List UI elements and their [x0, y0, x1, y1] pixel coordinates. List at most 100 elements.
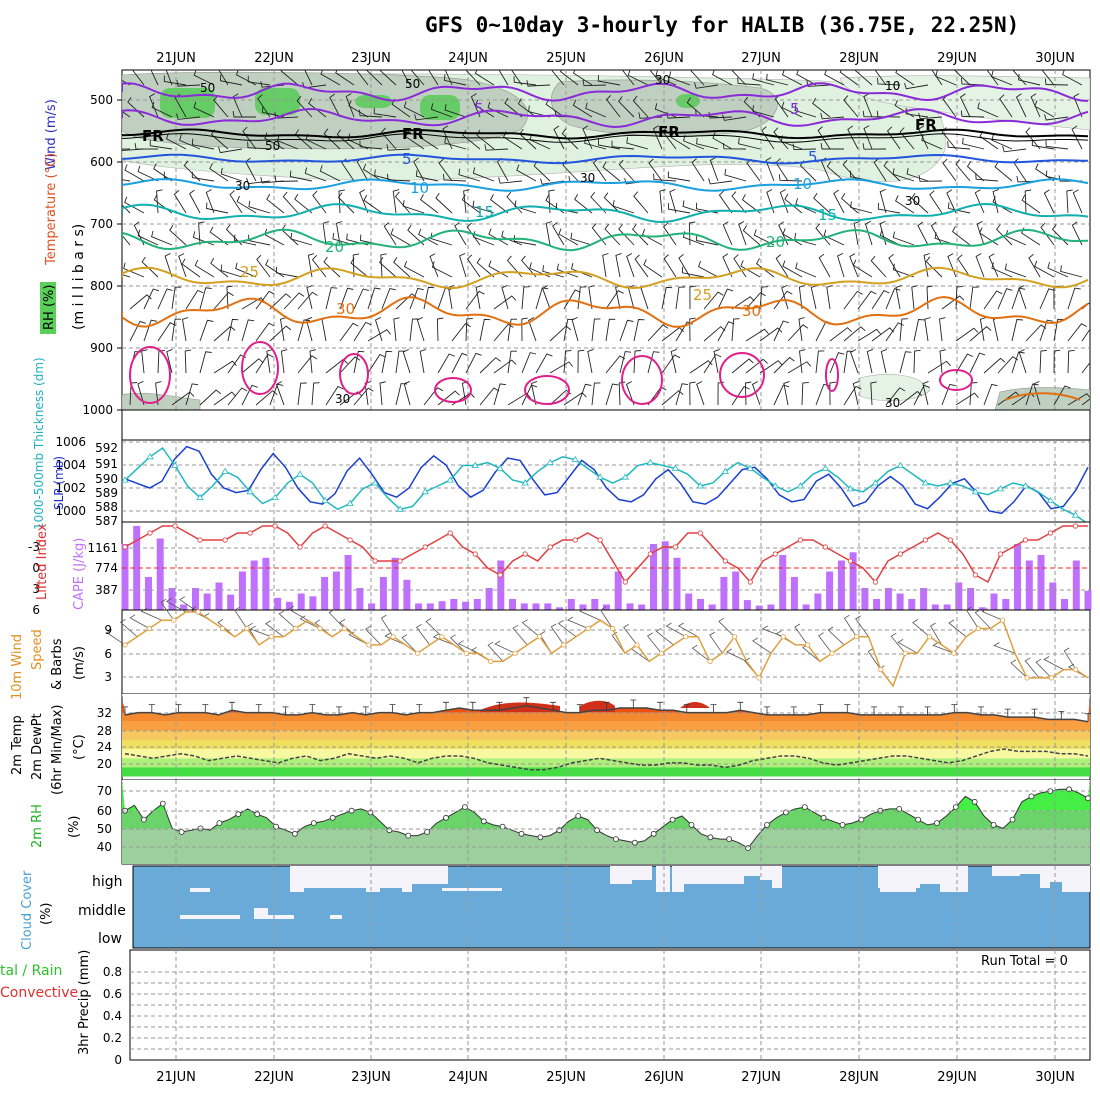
contour-label-8: 10: [410, 179, 429, 197]
slp-tick-1006: 1006: [55, 435, 86, 449]
cape-bar: [920, 588, 928, 610]
wind-barb: [149, 93, 159, 118]
wind-barb: [759, 286, 768, 310]
cape-bar: [743, 600, 751, 610]
wind-barb: [886, 126, 901, 150]
wind-barb: [895, 195, 915, 214]
wind-barb: [157, 322, 176, 342]
wind-barb: [773, 320, 790, 342]
pressure-tick-700: 700: [90, 217, 113, 231]
wind-barb: [731, 318, 740, 342]
temp-minmax-bar: [336, 706, 342, 715]
contour-30c-low: [1004, 392, 1081, 401]
temp-minmax-bar: [362, 706, 369, 715]
lifted-index-marker: [222, 537, 228, 543]
surface-wind-barb: [974, 609, 991, 629]
wind-barb: [587, 348, 594, 374]
contour-10c: [122, 178, 1089, 192]
wind-barb: [799, 349, 806, 374]
wind-barb: [1030, 93, 1041, 118]
wind-barb: [209, 226, 229, 246]
contour-label-5: FR: [915, 116, 937, 134]
wind-barb: [309, 349, 317, 374]
contour-15c: [122, 202, 1089, 224]
surface-wind-barb: [752, 637, 772, 654]
surface-wind-barb: [579, 607, 601, 621]
wind-barb: [181, 317, 189, 342]
surface-wind-barb: [623, 624, 638, 646]
cape-grid: [122, 522, 1090, 610]
wind-barb: [308, 97, 327, 118]
thickness-line-marker: [121, 476, 129, 483]
cape-bar: [1072, 560, 1080, 610]
rh-marker: [934, 820, 940, 826]
wind-barb: [983, 383, 998, 406]
wind-barb: [787, 361, 812, 374]
wind-barb: [470, 93, 481, 118]
cape-bar: [826, 571, 834, 610]
cape-bar: [356, 588, 364, 610]
wind-barb: [925, 256, 943, 278]
wind-barb: [773, 356, 795, 374]
wind-barb: [866, 348, 874, 374]
surface-wind-barb: [487, 641, 504, 662]
wind-barb: [549, 361, 574, 374]
wind-barb: [745, 292, 766, 310]
wind-barb: [633, 191, 649, 214]
wind-barb: [992, 196, 1013, 214]
wind-barb: [741, 194, 761, 214]
wind-barb: [955, 159, 971, 182]
wind-speed-marker: [293, 625, 299, 632]
contour-label-10: 15: [475, 203, 494, 221]
label-total-rain: tal / Rain: [0, 963, 62, 979]
temperature-contours: [122, 82, 1089, 405]
surface-wind-barb: [234, 606, 248, 629]
contour-35c-4: [524, 375, 570, 405]
wind-barb: [643, 259, 663, 278]
surface-wind-barb: [449, 634, 467, 654]
cloud-gap: [254, 908, 268, 918]
wind-barb: [199, 351, 212, 374]
wind-barb: [137, 229, 159, 246]
wind-barb: [416, 170, 439, 182]
wind-barb: [353, 288, 369, 310]
wind-barb: [843, 95, 859, 118]
wind-barb: [442, 125, 453, 150]
wind-barb: [906, 168, 929, 182]
wind-barb: [773, 384, 790, 406]
pressure-tick-800: 800: [90, 279, 113, 293]
wind-barb: [712, 70, 733, 86]
precip-tick-0.6: 0.6: [103, 987, 122, 1001]
wind-barb: [563, 350, 572, 374]
wind-barb: [302, 82, 327, 89]
wind-barb: [563, 289, 581, 310]
wind-speed-marker: [1000, 617, 1006, 623]
wind-barb: [604, 224, 621, 246]
surface-wind-barb: [288, 605, 309, 621]
cape-bar: [379, 577, 387, 610]
wind-barb: [205, 189, 215, 214]
wind-barb: [365, 70, 383, 86]
wind-barb: [703, 291, 724, 310]
rh-marker: [480, 818, 487, 825]
contour-labels: 50 50 50 30 30 30 30 30 30 10 5 5 FR FR FR FR 5 5 10 10 15 15…: [142, 73, 937, 410]
label-cape: CAPE (J/kg): [72, 538, 87, 610]
upper-panel-gap: [121, 409, 1091, 441]
rh-marker: [839, 822, 846, 828]
thickness-line-marker: [546, 458, 554, 465]
wind-barb: [731, 358, 754, 374]
wind-barb: [304, 70, 313, 86]
contour-label-15: 25: [693, 286, 712, 304]
wind-barb: [374, 169, 397, 182]
rh-contour-label-3: 30: [235, 179, 250, 193]
lifted-index-marker: [1072, 523, 1079, 529]
wind-barb: [466, 254, 481, 278]
wind-barb: [474, 99, 495, 118]
bottom-date-26JUN: 26JUN: [644, 1070, 684, 1085]
wind-barb: [438, 158, 453, 182]
cape-bar: [896, 593, 904, 610]
wind-barb: [297, 291, 318, 310]
wind-barb: [193, 101, 215, 118]
wind-barb: [935, 70, 957, 86]
wind-barb: [591, 318, 601, 342]
